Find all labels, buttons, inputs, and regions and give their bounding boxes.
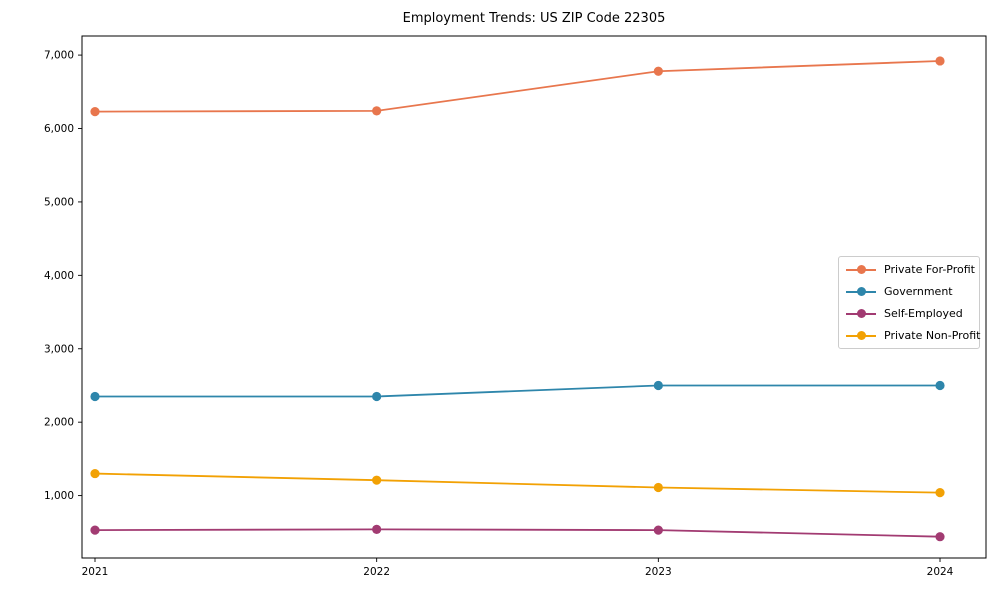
y-tick-label: 3,000 [44, 343, 74, 355]
x-tick-label: 2021 [82, 566, 109, 578]
legend-label: Private For-Profit [884, 263, 975, 276]
data-point-marker [935, 532, 945, 542]
data-point-marker [653, 66, 663, 76]
data-point-marker [935, 56, 945, 66]
x-tick-label: 2024 [927, 566, 954, 578]
legend-label: Government [884, 285, 953, 298]
legend-item-government: Government [846, 281, 979, 303]
y-tick-label: 7,000 [44, 50, 74, 62]
axes-spines [81, 35, 987, 559]
chart-title: Employment Trends: US ZIP Code 22305 [402, 11, 666, 26]
legend-marker-icon [846, 309, 876, 319]
series-line-self-employed [94, 528, 941, 538]
legend-marker-icon [846, 265, 876, 275]
y-tick-label: 4,000 [44, 270, 74, 282]
legend-item-private-for-profit: Private For-Profit [846, 259, 979, 281]
legend-marker-icon [846, 287, 876, 297]
y-tick-label: 2,000 [44, 417, 74, 429]
legend-label: Self-Employed [884, 307, 963, 320]
legend-item-self-employed: Self-Employed [846, 303, 979, 325]
legend-label: Private Non-Profit [884, 329, 981, 342]
data-point-marker [372, 391, 382, 402]
data-point-marker [90, 468, 100, 479]
legend-item-private-non-profit: Private Non-Profit [846, 325, 981, 347]
legend: Private For-Profit Government Self-Employe… [838, 256, 980, 349]
series-line-government [95, 384, 941, 398]
data-point-marker [372, 475, 382, 485]
data-point-marker [90, 107, 100, 117]
data-point-marker [653, 482, 663, 493]
legend-marker-icon [846, 331, 876, 341]
series-line-private-for-profit [94, 60, 941, 113]
data-point-marker [653, 380, 663, 391]
data-point-marker [372, 524, 382, 534]
y-tick-label: 1,000 [44, 490, 74, 502]
y-tick-label: 6,000 [44, 123, 74, 135]
series-line-private-non-profit [94, 472, 941, 494]
x-tick-label: 2022 [363, 566, 390, 578]
data-point-marker [935, 488, 945, 498]
y-tick-label: 5,000 [44, 196, 74, 208]
data-point-marker [90, 391, 100, 402]
x-tick-label: 2023 [645, 566, 672, 578]
data-point-marker [935, 380, 945, 391]
data-point-marker [372, 106, 382, 116]
data-point-marker [653, 525, 663, 535]
data-point-marker [90, 525, 100, 535]
